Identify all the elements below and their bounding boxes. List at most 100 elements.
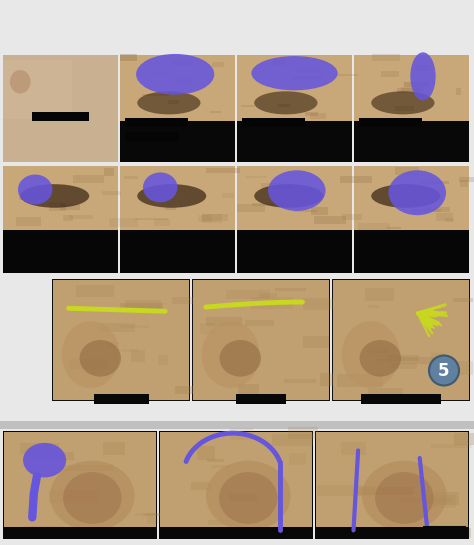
- Bar: [147, 513, 176, 524]
- Bar: [61, 465, 114, 471]
- Bar: [150, 193, 163, 196]
- Bar: [120, 55, 235, 121]
- Ellipse shape: [23, 443, 66, 477]
- Bar: [124, 176, 138, 179]
- Bar: [284, 379, 316, 383]
- Bar: [259, 293, 277, 298]
- Bar: [433, 492, 459, 505]
- Bar: [73, 175, 104, 183]
- Bar: [359, 118, 422, 126]
- Bar: [222, 193, 234, 198]
- Bar: [311, 207, 328, 215]
- Ellipse shape: [219, 472, 278, 524]
- Bar: [456, 88, 461, 95]
- Bar: [3, 55, 118, 162]
- Bar: [125, 132, 179, 141]
- Bar: [207, 459, 224, 462]
- Circle shape: [429, 355, 459, 385]
- Bar: [120, 303, 163, 309]
- Bar: [395, 106, 414, 111]
- Ellipse shape: [251, 56, 337, 90]
- Ellipse shape: [201, 321, 260, 388]
- Bar: [49, 490, 97, 503]
- Bar: [168, 100, 179, 104]
- Bar: [173, 59, 192, 66]
- Bar: [20, 443, 59, 454]
- Bar: [354, 487, 413, 495]
- Bar: [160, 432, 312, 538]
- Bar: [456, 361, 473, 375]
- Bar: [120, 55, 235, 162]
- Ellipse shape: [254, 184, 323, 208]
- Ellipse shape: [63, 472, 121, 524]
- Ellipse shape: [375, 472, 434, 524]
- Bar: [60, 204, 80, 210]
- Bar: [261, 183, 293, 189]
- Bar: [342, 214, 362, 220]
- Bar: [125, 300, 161, 311]
- Bar: [236, 394, 286, 404]
- Bar: [120, 54, 137, 61]
- Bar: [4, 432, 156, 538]
- Bar: [387, 227, 401, 229]
- Bar: [395, 167, 419, 175]
- Bar: [449, 528, 471, 538]
- Bar: [365, 288, 394, 301]
- Bar: [103, 442, 125, 455]
- Bar: [135, 218, 168, 220]
- Ellipse shape: [62, 321, 119, 388]
- Ellipse shape: [389, 170, 446, 215]
- Bar: [237, 166, 352, 273]
- Bar: [120, 122, 235, 162]
- Bar: [381, 71, 399, 77]
- Bar: [333, 280, 469, 400]
- Ellipse shape: [219, 340, 261, 377]
- Bar: [76, 285, 114, 297]
- Bar: [354, 55, 469, 162]
- Bar: [5, 252, 74, 262]
- Bar: [3, 166, 118, 273]
- Bar: [460, 180, 468, 187]
- Ellipse shape: [80, 340, 121, 377]
- Bar: [120, 166, 235, 230]
- Bar: [208, 520, 232, 525]
- Bar: [293, 76, 322, 80]
- Bar: [316, 432, 468, 538]
- Bar: [335, 74, 358, 76]
- Bar: [212, 62, 224, 67]
- Bar: [237, 55, 352, 162]
- Text: 5: 5: [438, 361, 450, 379]
- Bar: [354, 166, 469, 273]
- Bar: [120, 325, 149, 328]
- Ellipse shape: [10, 70, 31, 94]
- Ellipse shape: [18, 174, 53, 204]
- Bar: [63, 215, 73, 221]
- Bar: [237, 204, 265, 212]
- Bar: [412, 209, 441, 212]
- Bar: [423, 526, 466, 539]
- Bar: [0, 421, 474, 429]
- Bar: [305, 112, 318, 116]
- Bar: [125, 118, 188, 126]
- Bar: [108, 342, 118, 347]
- Bar: [272, 434, 313, 446]
- Bar: [120, 166, 235, 273]
- Bar: [193, 280, 329, 400]
- Ellipse shape: [360, 340, 401, 377]
- Ellipse shape: [371, 92, 435, 114]
- Bar: [368, 388, 403, 395]
- Bar: [3, 60, 72, 119]
- Bar: [315, 431, 469, 539]
- Ellipse shape: [206, 461, 291, 531]
- Bar: [397, 88, 424, 93]
- Bar: [53, 280, 189, 400]
- Ellipse shape: [362, 461, 447, 531]
- Bar: [372, 54, 400, 61]
- Bar: [401, 87, 420, 92]
- Bar: [368, 305, 379, 308]
- Bar: [354, 232, 469, 273]
- Bar: [423, 495, 456, 508]
- Bar: [431, 444, 472, 448]
- Bar: [100, 323, 135, 332]
- Bar: [3, 232, 118, 273]
